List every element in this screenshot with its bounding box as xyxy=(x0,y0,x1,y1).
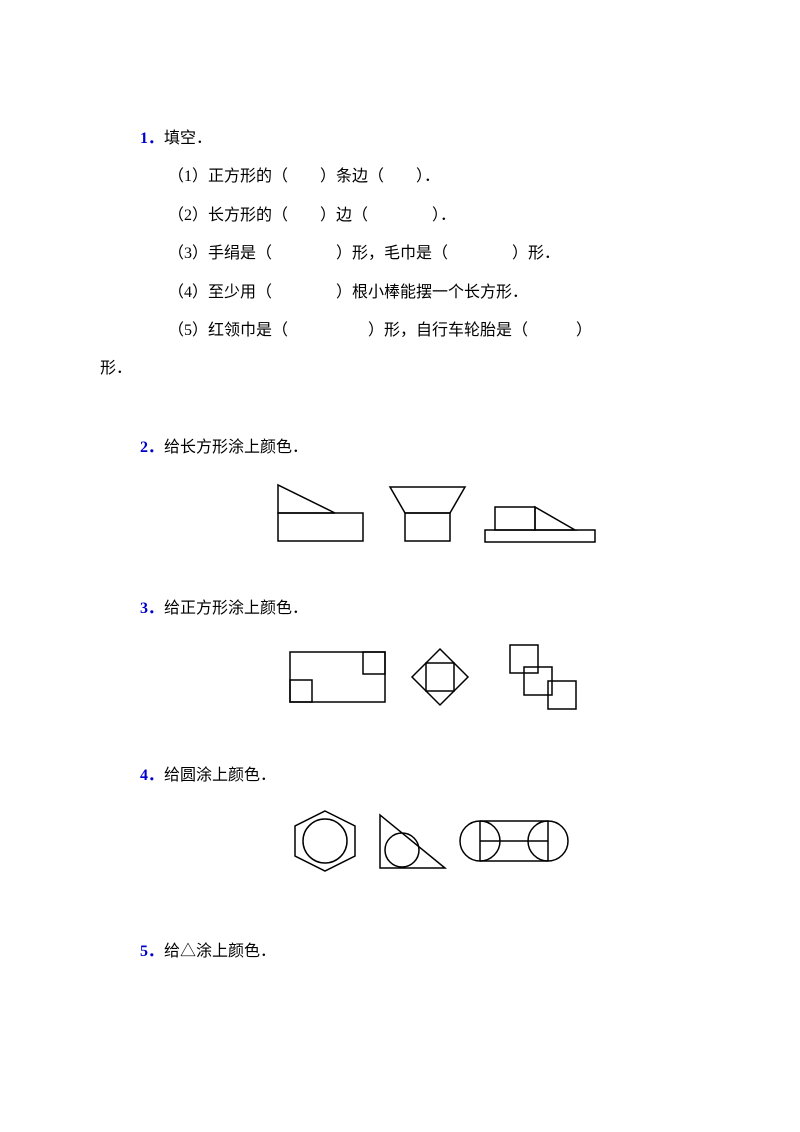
q1-last: 形． xyxy=(100,350,700,388)
q2-body: 给长方形涂上颜色． xyxy=(164,439,308,456)
question-3: 3．给正方形涂上颜色． xyxy=(140,590,700,716)
q3-figure xyxy=(140,637,700,717)
q1-item-1: （1）正方形的（ ）条边（ ）． xyxy=(140,158,700,196)
q1-title: 1．填空． xyxy=(140,120,700,158)
q4-title: 4．给圆涂上颜色． xyxy=(140,757,700,795)
q1-item-2: （2）长方形的（ ）边（ ）． xyxy=(140,197,700,235)
q1-item-5: （5）红领巾是（ ）形，自行车轮胎是（ ） xyxy=(140,312,700,350)
question-4: 4．给圆涂上颜色． xyxy=(140,757,700,883)
q3-num: 3． xyxy=(140,600,164,617)
q5-title: 5．给△涂上颜色． xyxy=(140,933,700,971)
q1-item-3: （3）手绢是（ ）形，毛巾是（ ）形． xyxy=(140,235,700,273)
q2-figure xyxy=(140,475,700,550)
q1-item-4: （4）至少用（ ）根小棒能摆一个长方形． xyxy=(140,274,700,312)
q1-num: 1． xyxy=(140,130,164,147)
question-1: 1．填空． （1）正方形的（ ）条边（ ）． （2）长方形的（ ）边（ ）． （… xyxy=(140,120,700,389)
question-2: 2．给长方形涂上颜色． xyxy=(140,429,700,550)
q2-num: 2． xyxy=(140,439,164,456)
circles-figure-icon xyxy=(280,803,600,878)
q4-figure xyxy=(140,803,700,883)
rectangles-figure-icon xyxy=(270,475,610,545)
q5-body: 给△涂上颜色． xyxy=(164,943,276,960)
q4-num: 4． xyxy=(140,767,164,784)
q3-body: 给正方形涂上颜色． xyxy=(164,600,308,617)
q4-body: 给圆涂上颜色． xyxy=(164,767,276,784)
squares-figure-icon xyxy=(280,637,600,712)
q1-body: 填空． xyxy=(164,130,212,147)
q3-title: 3．给正方形涂上颜色． xyxy=(140,590,700,628)
q5-num: 5． xyxy=(140,943,164,960)
question-5: 5．给△涂上颜色． xyxy=(140,933,700,971)
q2-title: 2．给长方形涂上颜色． xyxy=(140,429,700,467)
